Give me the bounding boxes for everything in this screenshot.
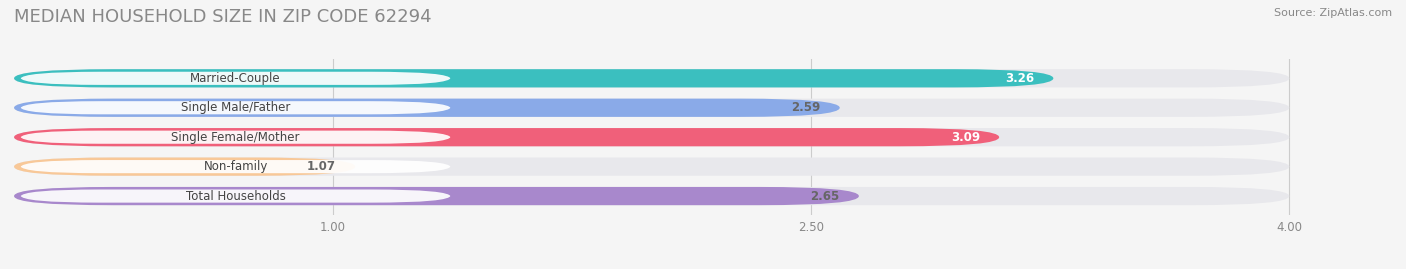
Text: 2.65: 2.65 bbox=[810, 190, 839, 203]
Text: 3.26: 3.26 bbox=[1005, 72, 1035, 85]
FancyBboxPatch shape bbox=[14, 187, 1289, 205]
Text: 1.07: 1.07 bbox=[307, 160, 336, 173]
Text: MEDIAN HOUSEHOLD SIZE IN ZIP CODE 62294: MEDIAN HOUSEHOLD SIZE IN ZIP CODE 62294 bbox=[14, 8, 432, 26]
FancyBboxPatch shape bbox=[14, 99, 1289, 117]
FancyBboxPatch shape bbox=[21, 131, 451, 144]
FancyBboxPatch shape bbox=[14, 69, 1289, 87]
Text: 2.59: 2.59 bbox=[792, 101, 821, 114]
FancyBboxPatch shape bbox=[14, 187, 859, 205]
FancyBboxPatch shape bbox=[21, 160, 451, 173]
FancyBboxPatch shape bbox=[14, 99, 839, 117]
Text: Single Male/Father: Single Male/Father bbox=[181, 101, 290, 114]
FancyBboxPatch shape bbox=[14, 128, 1000, 146]
Text: 3.09: 3.09 bbox=[950, 131, 980, 144]
FancyBboxPatch shape bbox=[21, 189, 451, 203]
FancyBboxPatch shape bbox=[21, 101, 451, 114]
Text: Total Households: Total Households bbox=[186, 190, 285, 203]
Text: Married-Couple: Married-Couple bbox=[190, 72, 281, 85]
FancyBboxPatch shape bbox=[14, 69, 1053, 87]
Text: Non-family: Non-family bbox=[204, 160, 267, 173]
Text: Source: ZipAtlas.com: Source: ZipAtlas.com bbox=[1274, 8, 1392, 18]
Text: Single Female/Mother: Single Female/Mother bbox=[172, 131, 299, 144]
FancyBboxPatch shape bbox=[14, 158, 1289, 176]
FancyBboxPatch shape bbox=[14, 158, 356, 176]
FancyBboxPatch shape bbox=[21, 72, 451, 85]
FancyBboxPatch shape bbox=[14, 128, 1289, 146]
